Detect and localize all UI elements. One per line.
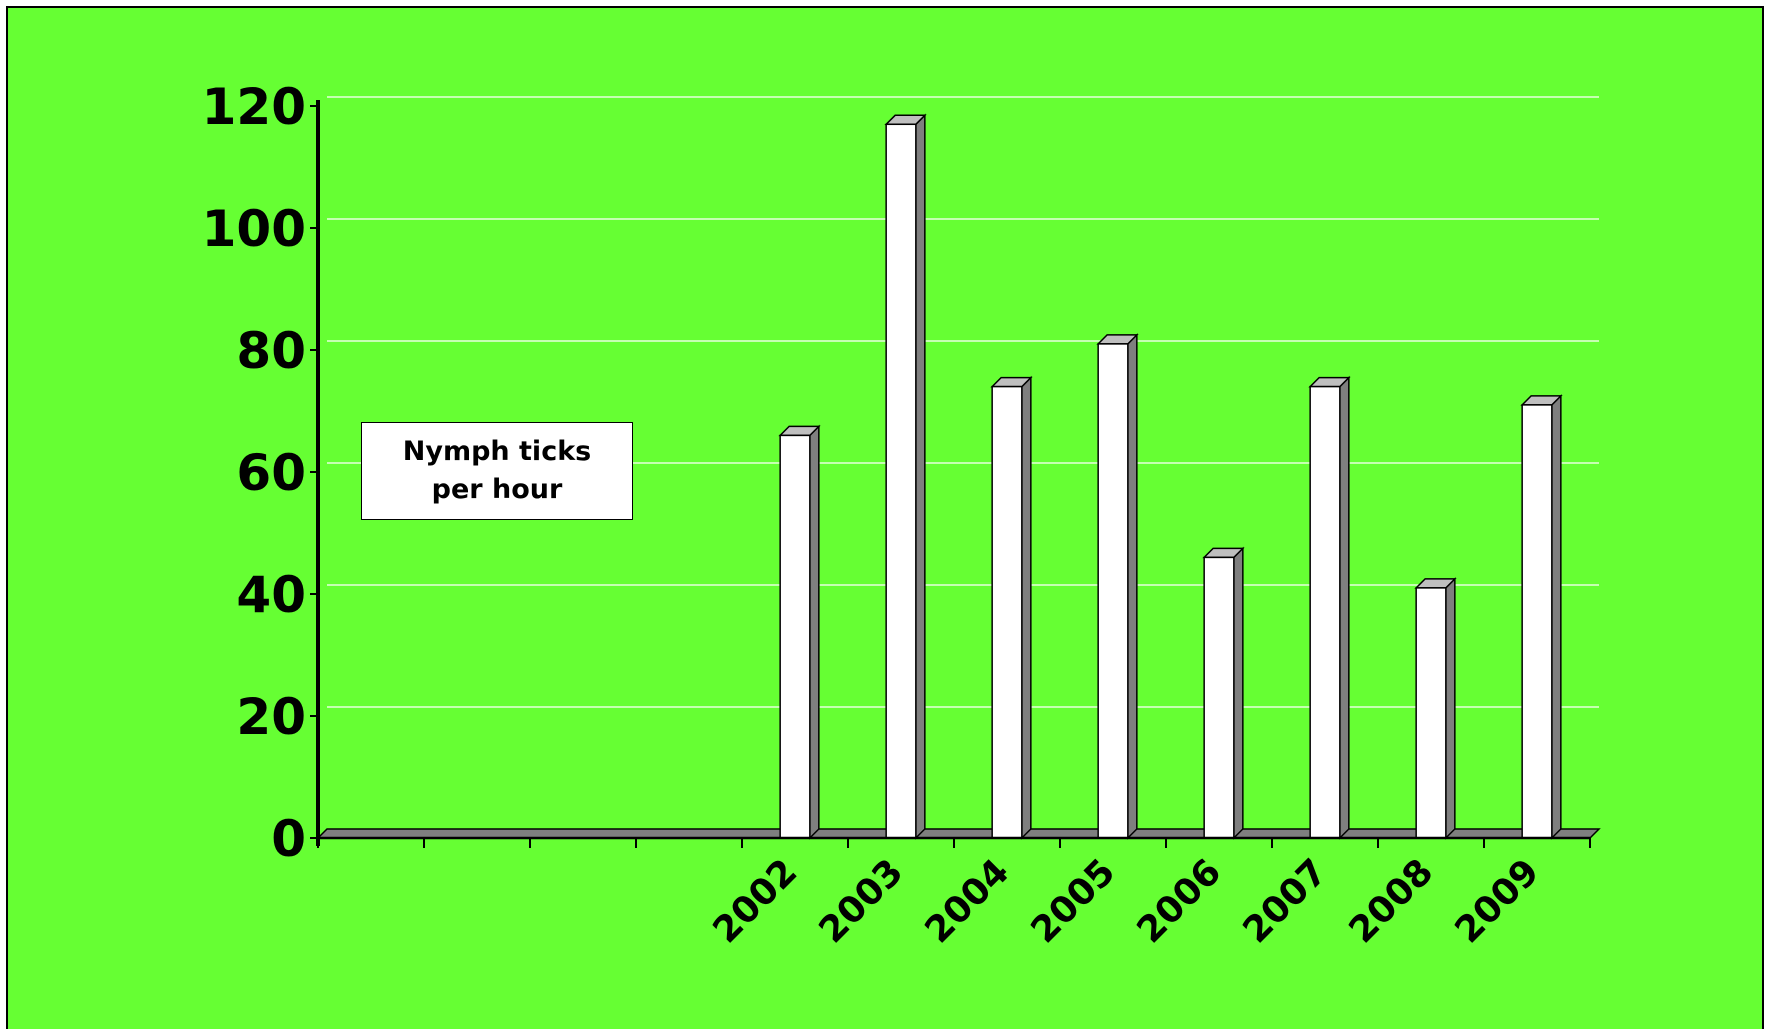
x-tick-label-2005: 2005 bbox=[1024, 851, 1124, 951]
chart-frame bbox=[6, 6, 1764, 1029]
y-tick-label-80: 80 bbox=[236, 322, 306, 380]
legend: Nymph ticks per hour bbox=[361, 422, 633, 520]
bar-2004 bbox=[990, 375, 1033, 840]
axes bbox=[310, 100, 1591, 848]
bar-2002 bbox=[778, 424, 821, 840]
bar-face-2007 bbox=[1309, 385, 1341, 839]
x-tick-label-2002: 2002 bbox=[706, 851, 806, 951]
y-tick-labels: 0 20 40 60 80 100 120 bbox=[202, 78, 306, 868]
bar-face-2009 bbox=[1521, 404, 1553, 839]
x-tick-label-2009: 2009 bbox=[1448, 851, 1548, 951]
bar-2003 bbox=[884, 113, 927, 840]
legend-label: Nymph ticks per hour bbox=[402, 436, 592, 505]
bar-face-2004 bbox=[991, 385, 1023, 839]
x-tick-label-2006: 2006 bbox=[1130, 851, 1230, 951]
y-tick-label-0: 0 bbox=[271, 810, 306, 868]
x-tick-label-2004: 2004 bbox=[918, 851, 1018, 951]
bar-side-2008 bbox=[1445, 577, 1456, 840]
bar-side-2007 bbox=[1339, 375, 1350, 840]
bar-face-2002 bbox=[779, 434, 811, 839]
chart-floor bbox=[316, 828, 1601, 839]
bar-face-2003 bbox=[885, 123, 917, 839]
bar-side-2003 bbox=[915, 113, 926, 840]
x-tick-label-2003: 2003 bbox=[812, 851, 912, 951]
bar-side-2005 bbox=[1127, 333, 1138, 840]
y-tick-label-60: 60 bbox=[236, 444, 306, 502]
bar-2007 bbox=[1308, 375, 1351, 840]
x-tick-labels: 2002 2003 2004 2005 2006 2007 2008 2009 bbox=[706, 851, 1548, 951]
x-tick-label-2007: 2007 bbox=[1236, 851, 1336, 951]
bar-side-2002 bbox=[809, 424, 820, 840]
bar-side-2006 bbox=[1233, 546, 1244, 840]
y-tick-label-100: 100 bbox=[202, 200, 306, 258]
y-tick-label-20: 20 bbox=[236, 688, 306, 746]
bar-2006 bbox=[1202, 546, 1245, 840]
bars bbox=[778, 113, 1563, 840]
y-tick-label-40: 40 bbox=[236, 566, 306, 624]
bar-face-2008 bbox=[1415, 587, 1447, 839]
x-tick-label-2008: 2008 bbox=[1342, 851, 1442, 951]
bar-side-2009 bbox=[1551, 394, 1562, 840]
bar-face-2006 bbox=[1203, 556, 1235, 839]
bar-2008 bbox=[1414, 577, 1457, 840]
y-tick-label-120: 120 bbox=[202, 78, 306, 136]
bar-2009 bbox=[1520, 394, 1563, 840]
floor-plane bbox=[316, 828, 1601, 839]
bar-face-2005 bbox=[1097, 343, 1129, 839]
bar-side-2004 bbox=[1021, 375, 1032, 840]
bar-2005 bbox=[1096, 333, 1139, 840]
gridlines bbox=[327, 96, 1599, 708]
